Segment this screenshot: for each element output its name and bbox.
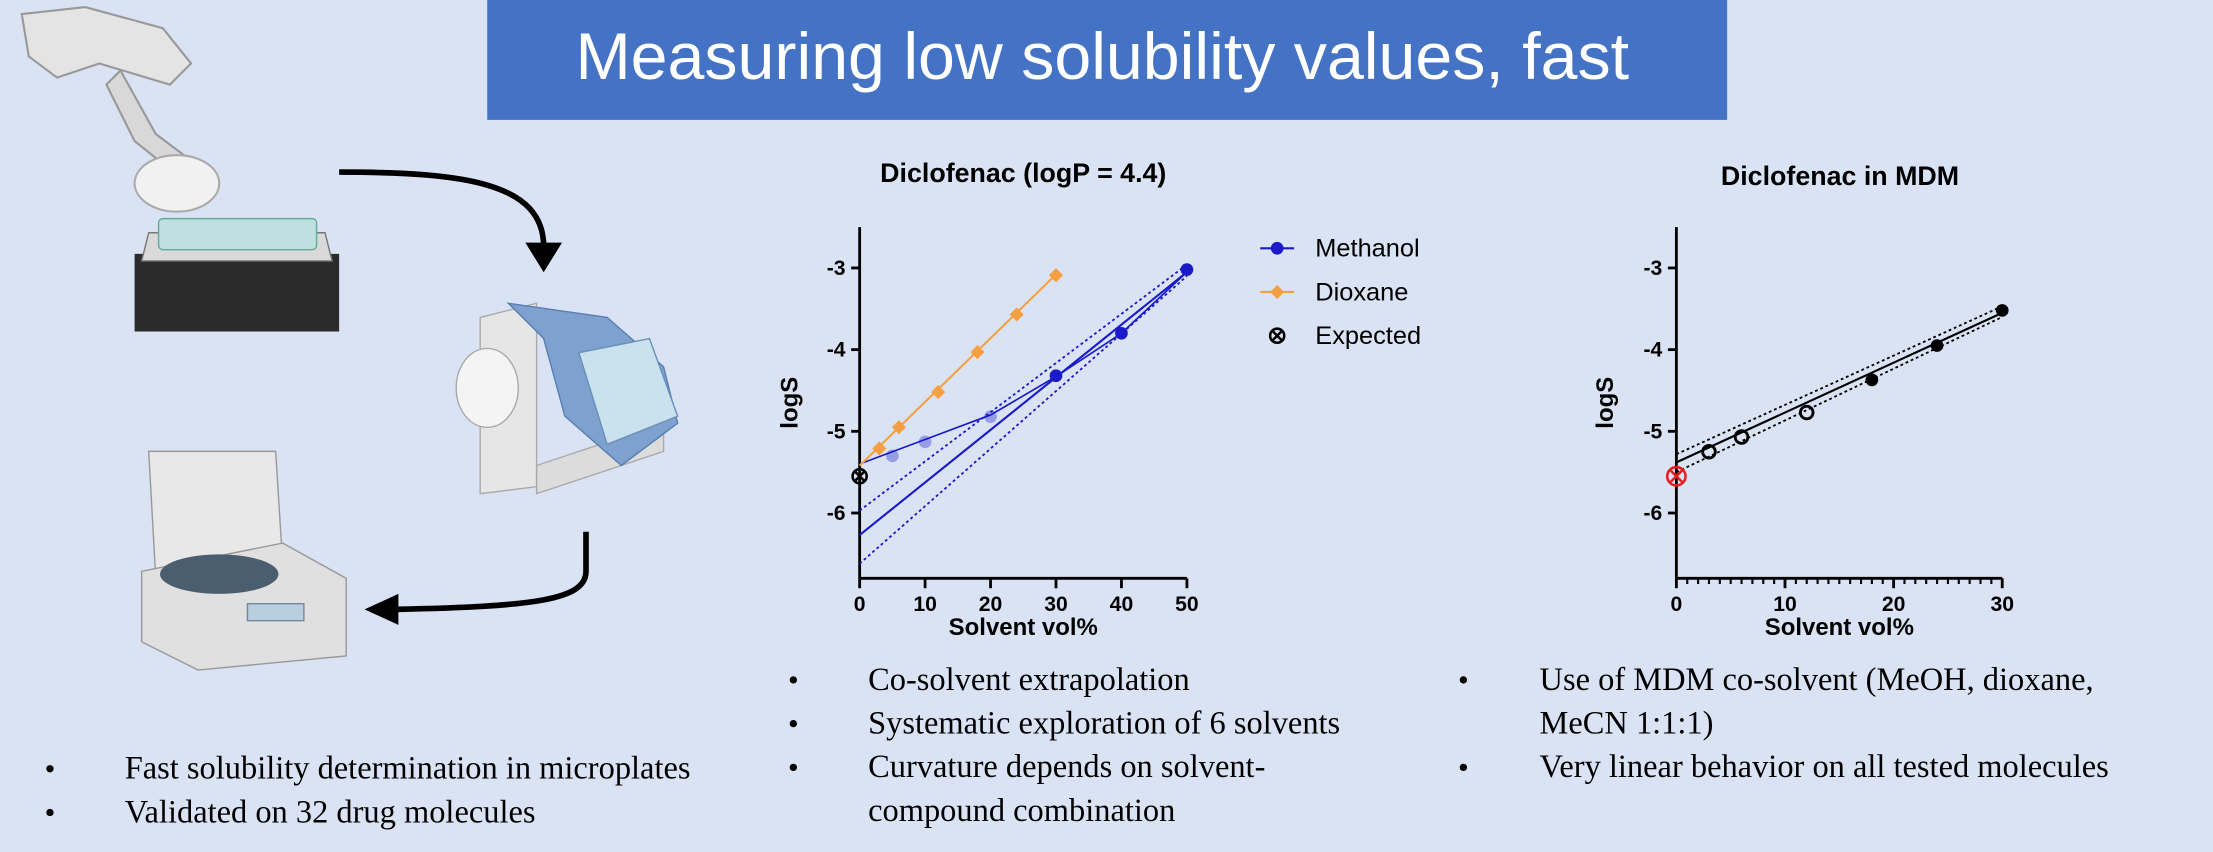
bullet-text: Use of MDM co-solvent (MeOH, dioxane, <box>1540 662 2094 698</box>
point-ring <box>1665 465 1687 487</box>
legend-marker <box>1271 329 1284 342</box>
bullet-text: Curvature depends on solvent- <box>868 749 1265 785</box>
plate-reader <box>134 217 340 332</box>
bullet-text: Fast solubility determination in micropl… <box>125 751 691 787</box>
legend-marker <box>1270 241 1284 255</box>
plate-shaker <box>455 302 679 495</box>
y-tick-label: -3 <box>827 257 846 280</box>
legend-entry: Methanol <box>1260 235 1420 263</box>
point <box>1009 307 1024 322</box>
point <box>891 420 906 435</box>
x-axis-label: Solvent vol% <box>1765 614 1914 641</box>
y-axis-label: logS <box>777 377 804 429</box>
point <box>970 345 985 360</box>
point <box>1049 369 1063 383</box>
legend-entry: Dioxane <box>1260 278 1408 306</box>
x-tick-label: 0 <box>854 593 866 616</box>
y-tick-label: -4 <box>827 339 846 362</box>
legend-entry: Expected <box>1268 322 1421 350</box>
legend-marker <box>1270 284 1285 300</box>
centrifuge <box>140 450 347 671</box>
x-tick-label: 20 <box>979 593 1003 616</box>
confidence-band <box>1675 316 2003 473</box>
bullet-dot <box>46 765 54 773</box>
y-tick-label: -3 <box>1643 257 1662 280</box>
y-axis-label: logS <box>1592 377 1619 429</box>
bullet-text: Validated on 32 drug molecules <box>125 794 536 830</box>
point <box>1798 404 1815 421</box>
point-cross <box>853 470 866 483</box>
point <box>918 435 932 449</box>
bullet-dot <box>789 676 798 684</box>
point <box>1180 263 1194 276</box>
x-tick-label: 10 <box>913 593 937 616</box>
x-tick-label: 50 <box>1175 593 1199 616</box>
chart-title: Diclofenac in MDM <box>1721 161 1959 191</box>
chart-title: Diclofenac (logP = 4.4) <box>880 158 1166 188</box>
y-tick-label: -4 <box>1643 339 1662 362</box>
x-tick-label: 0 <box>1670 593 1682 616</box>
y-tick-label: -6 <box>1643 502 1662 525</box>
point <box>886 449 899 463</box>
robot-arm <box>20 5 221 213</box>
point-ring <box>851 467 868 485</box>
fit-line <box>1675 311 2003 464</box>
fit-line <box>858 273 1057 467</box>
legend-label: Expected <box>1315 322 1421 350</box>
point <box>984 410 997 423</box>
bullet-dot <box>1459 763 1468 772</box>
arrow-head <box>525 242 563 273</box>
x-tick-label: 40 <box>1110 593 1134 616</box>
point <box>1865 373 1879 387</box>
y-tick-label: -6 <box>827 502 846 525</box>
x-tick-label: 30 <box>1044 593 1068 616</box>
x-tick-label: 20 <box>1882 593 1906 616</box>
bullet-dot <box>789 719 798 728</box>
x-tick-label: 10 <box>1773 593 1797 616</box>
arrow-head <box>364 593 399 625</box>
point <box>851 467 868 485</box>
y-tick-label: -5 <box>827 420 846 443</box>
bullet-text: Very linear behavior on all tested molec… <box>1540 749 2109 785</box>
bullet-dot <box>1459 676 1468 684</box>
arrow <box>395 531 589 613</box>
point <box>1048 268 1064 283</box>
confidence-band <box>859 263 1188 512</box>
fit-line <box>858 271 1188 536</box>
point <box>931 385 946 400</box>
bullet-dot <box>789 763 798 772</box>
x-axis-label: Solvent vol% <box>949 614 1098 641</box>
point <box>1995 304 2009 317</box>
point-cross <box>1669 468 1684 484</box>
y-tick-label: -5 <box>1643 420 1662 443</box>
point <box>1701 443 1717 460</box>
legend-label: Methanol <box>1315 235 1419 263</box>
title-banner <box>487 0 1728 120</box>
bullet-dot <box>46 808 54 817</box>
point <box>1115 326 1128 340</box>
bullet-text: compound combination <box>868 793 1175 829</box>
point <box>1665 465 1687 487</box>
legend-marker <box>1268 327 1286 345</box>
point <box>1930 339 1944 352</box>
x-tick-label: 30 <box>1990 593 2014 616</box>
bullet-text: MeCN 1:1:1) <box>1540 706 1714 742</box>
legend-label: Dioxane <box>1315 278 1408 306</box>
arrow <box>339 169 547 247</box>
page-title: Measuring low solubility values, fast <box>575 20 1629 94</box>
point <box>872 441 887 456</box>
bullet-text: Systematic exploration of 6 solvents <box>868 706 1340 742</box>
point <box>1733 429 1750 445</box>
bullet-text: Co-solvent extrapolation <box>868 662 1190 698</box>
